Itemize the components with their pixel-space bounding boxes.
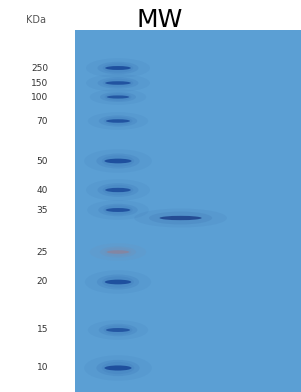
Text: 70: 70 [36,116,48,125]
Ellipse shape [104,248,132,256]
Ellipse shape [104,159,132,163]
Ellipse shape [107,250,129,254]
Ellipse shape [96,360,140,376]
Ellipse shape [98,204,138,216]
Ellipse shape [98,77,138,89]
Ellipse shape [134,209,227,227]
Text: 25: 25 [37,247,48,256]
Ellipse shape [105,66,131,70]
Text: 15: 15 [36,325,48,334]
Ellipse shape [106,119,130,123]
Ellipse shape [102,362,134,374]
Ellipse shape [149,212,212,225]
Ellipse shape [104,365,132,370]
Ellipse shape [106,328,130,332]
FancyBboxPatch shape [75,30,301,392]
Ellipse shape [100,246,136,258]
Ellipse shape [96,154,140,169]
Ellipse shape [85,270,151,294]
Ellipse shape [103,185,133,195]
Ellipse shape [103,205,133,215]
Text: 50: 50 [36,156,48,165]
Text: 150: 150 [31,78,48,87]
Ellipse shape [97,274,139,290]
Ellipse shape [103,63,133,73]
Text: KDa: KDa [26,15,46,25]
Ellipse shape [105,188,131,192]
Ellipse shape [99,115,137,127]
Text: 10: 10 [36,363,48,372]
Ellipse shape [86,74,150,92]
Ellipse shape [106,208,130,212]
Ellipse shape [100,92,136,102]
Ellipse shape [88,320,148,340]
Ellipse shape [87,200,149,220]
Ellipse shape [104,93,132,101]
Text: 40: 40 [37,185,48,194]
Ellipse shape [88,112,148,130]
Ellipse shape [105,81,131,85]
Ellipse shape [90,243,146,261]
Ellipse shape [86,179,150,201]
Ellipse shape [86,58,150,78]
Ellipse shape [107,95,129,98]
Text: 100: 100 [31,93,48,102]
Ellipse shape [103,79,133,87]
Text: 250: 250 [31,64,48,73]
Ellipse shape [99,324,137,336]
Ellipse shape [98,183,138,197]
Ellipse shape [90,89,146,105]
Ellipse shape [102,276,134,288]
Ellipse shape [104,325,132,335]
Ellipse shape [98,62,138,74]
Ellipse shape [160,216,202,220]
Text: MW: MW [137,8,183,32]
Ellipse shape [102,155,134,167]
Ellipse shape [84,149,152,173]
Ellipse shape [105,279,131,284]
Ellipse shape [104,117,132,125]
Text: 35: 35 [36,205,48,214]
Ellipse shape [84,355,152,381]
Text: 20: 20 [37,278,48,287]
